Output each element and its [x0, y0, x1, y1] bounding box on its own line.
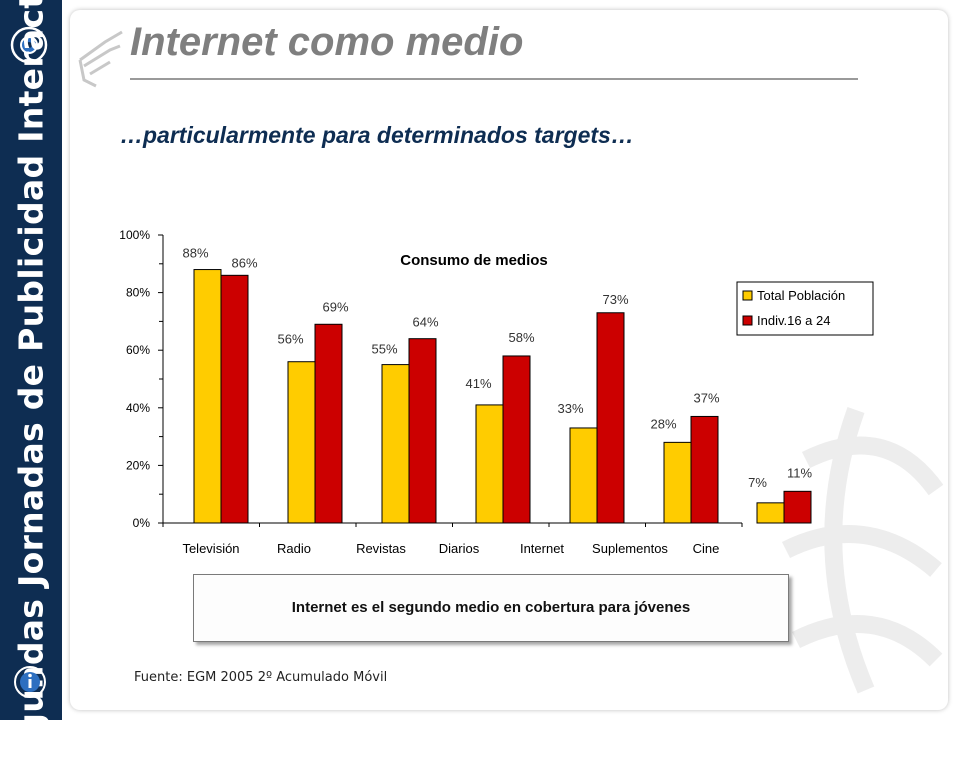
- bar: [663, 441, 692, 524]
- y-tick-label: 100%: [119, 228, 150, 242]
- bar: [475, 404, 504, 524]
- bar: [783, 490, 812, 524]
- title-divider: [130, 78, 858, 80]
- data-label: 7%: [748, 475, 767, 490]
- legend-swatch: [742, 290, 753, 301]
- x-category-label: Cine: [693, 541, 720, 556]
- data-label: 28%: [650, 416, 676, 431]
- bar: [193, 269, 222, 524]
- bar: [569, 427, 598, 524]
- source-note: Fuente: EGM 2005 2º Acumulado Móvil: [134, 670, 388, 685]
- bar: [502, 355, 531, 524]
- globe-watermark-icon: [781, 406, 944, 694]
- callout-box: Internet es el segundo medio en cobertur…: [193, 574, 789, 642]
- bar: [596, 312, 625, 524]
- x-category-label: Suplementos: [592, 541, 668, 556]
- legend-label: Total Población: [757, 288, 845, 303]
- data-label: 86%: [231, 255, 257, 270]
- media-consumption-chart: 0% 20% 40% 60% 80% 100% Televisión Radio Revista…: [119, 228, 874, 556]
- data-label: 64%: [412, 315, 438, 330]
- page-subtitle: …particularmente para determinados targe…: [120, 122, 634, 148]
- pointing-hand-icon: [78, 30, 123, 88]
- data-label: 58%: [508, 330, 534, 345]
- data-label: 56%: [277, 332, 303, 347]
- data-label: 55%: [371, 342, 397, 357]
- legend-swatch: [742, 315, 753, 326]
- y-tick-label: 80%: [126, 286, 150, 300]
- data-label: 73%: [602, 292, 628, 307]
- legend-label: Indiv.16 a 24: [757, 313, 830, 328]
- data-label: 88%: [182, 246, 208, 261]
- page-title: Internet como medio: [130, 20, 524, 64]
- data-label: 33%: [557, 401, 583, 416]
- data-label: 11%: [787, 465, 812, 480]
- legend-box: [736, 281, 874, 336]
- bar: [381, 364, 410, 524]
- y-tick-label: 60%: [126, 343, 150, 357]
- x-category-label: Diarios: [439, 541, 480, 556]
- sidebar-banner: Segundas Jornadas de Publicidad Interact…: [0, 0, 62, 783]
- data-label: 41%: [465, 376, 491, 391]
- x-category-label: Televisión: [182, 541, 239, 556]
- bar: [287, 361, 316, 524]
- bar: [756, 502, 785, 524]
- bar: [314, 323, 343, 524]
- data-label: 37%: [693, 390, 719, 405]
- eye-logo-icon: [10, 26, 48, 64]
- info-logo-icon: [14, 666, 46, 698]
- y-tick-label: 20%: [126, 458, 150, 472]
- bar: [220, 274, 249, 524]
- x-category-label: Internet: [520, 541, 564, 556]
- x-category-label: Revistas: [356, 541, 406, 556]
- bar: [690, 415, 719, 524]
- y-tick-label: 40%: [126, 401, 150, 415]
- bar: [408, 338, 437, 524]
- x-category-label: Radio: [277, 541, 311, 556]
- data-label: 69%: [322, 299, 348, 314]
- callout-text: Internet es el segundo medio en cobertur…: [291, 599, 691, 616]
- y-tick-label: 0%: [133, 516, 151, 530]
- chart-title: Consumo de medios: [400, 252, 548, 269]
